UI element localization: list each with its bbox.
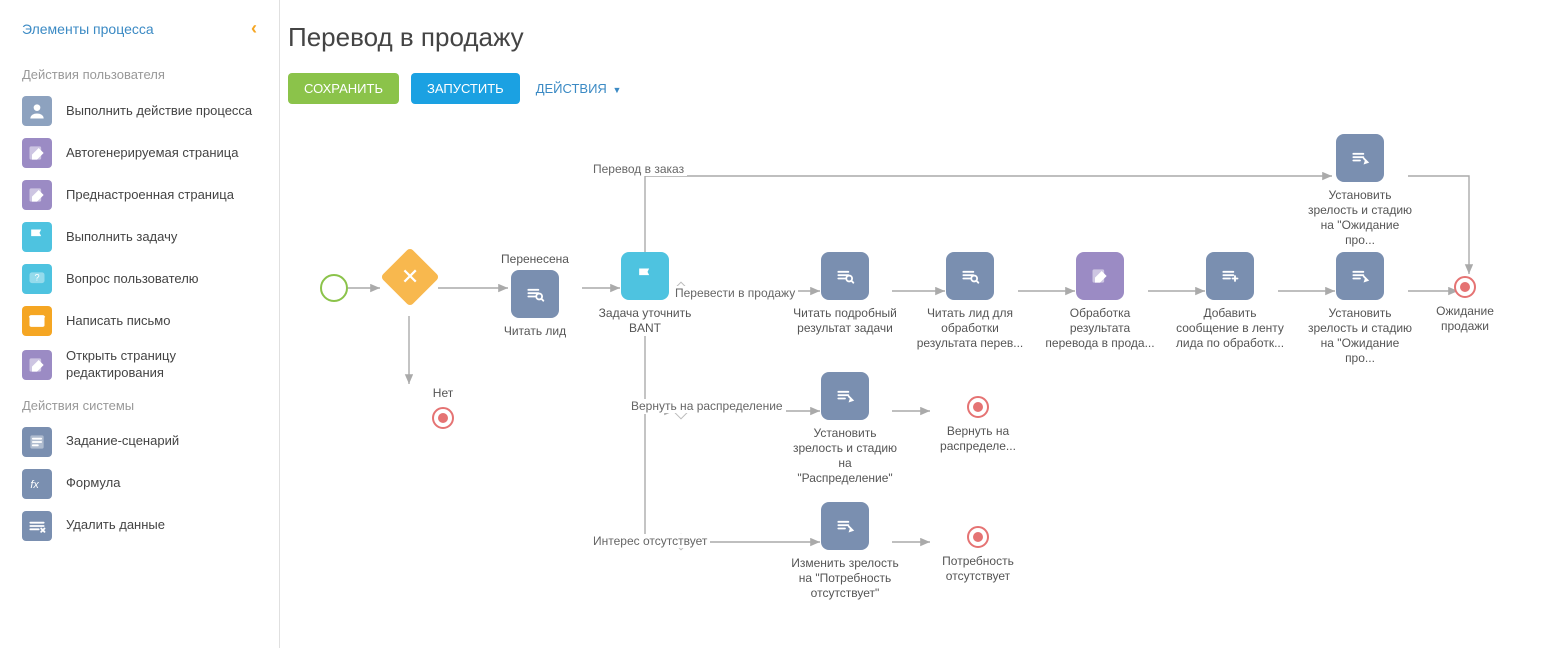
sidebar-item-page-edit[interactable]: Автогенерируемая страница xyxy=(0,132,279,174)
node-label: Задача уточнить BANT xyxy=(590,306,700,336)
start-event-icon xyxy=(320,274,348,302)
sidebar-item-fx[interactable]: fx Формула xyxy=(0,463,279,505)
search-icon xyxy=(511,270,559,318)
sidebar-item-label: Задание-сценарий xyxy=(66,433,179,450)
node-label: Установить зрелость и стадию на "Ожидани… xyxy=(1305,188,1415,248)
sidebar-item-label: Выполнить задачу xyxy=(66,229,177,246)
page-title: Перевод в продажу xyxy=(280,22,1560,73)
flow-node-set_wait2[interactable]: Установить зрелость и стадию на "Ожидани… xyxy=(1305,134,1415,248)
sidebar-item-label: Преднастроенная страница xyxy=(66,187,234,204)
edit-icon xyxy=(1336,134,1384,182)
flow-node-set_wait[interactable]: Установить зрелость и стадию на "Ожидани… xyxy=(1305,252,1415,366)
section-label: Действия пользователя xyxy=(0,57,279,90)
terminate-event-icon xyxy=(967,526,989,548)
caret-down-icon: ▼ xyxy=(612,85,621,95)
flag-icon xyxy=(22,222,52,252)
gateway-icon: ✕ xyxy=(380,247,439,306)
search-icon xyxy=(946,252,994,300)
terminate-event-icon xyxy=(1454,276,1476,298)
sidebar-item-question[interactable]: ? Вопрос пользователю xyxy=(0,258,279,300)
script-icon xyxy=(22,427,52,457)
node-label: Вернуть на распределе... xyxy=(933,424,1023,454)
search-icon xyxy=(821,252,869,300)
sidebar-item-page-edit[interactable]: Открыть страницу редактирования xyxy=(0,342,279,388)
node-label: Установить зрелость и стадию на "Распред… xyxy=(790,426,900,486)
edge-label-to_sale: Перевести в продажу xyxy=(672,286,798,300)
actions-label: ДЕЙСТВИЯ xyxy=(536,81,607,96)
flow-node-process[interactable]: Обработка результата перевода в прода... xyxy=(1045,252,1155,351)
process-canvas[interactable]: ✕ Перенесена Читать лид Задача уточнить BAN… xyxy=(280,104,1560,644)
page-edit-icon xyxy=(22,180,52,210)
flow-node-no_end[interactable]: Нет xyxy=(398,386,488,429)
flow-node-dist_end[interactable]: Вернуть на распределе... xyxy=(933,396,1023,454)
fx-icon: fx xyxy=(22,469,52,499)
user-icon xyxy=(22,96,52,126)
delete-data-icon xyxy=(22,511,52,541)
actions-dropdown[interactable]: ДЕЙСТВИЯ ▼ xyxy=(532,73,626,104)
sidebar-item-label: Выполнить действие процесса xyxy=(66,103,252,120)
node-label: Читать подробный результат задачи xyxy=(790,306,900,336)
node-top-label: Перенесена xyxy=(501,252,569,266)
flow-node-absent_end[interactable]: Потребность отсутствует xyxy=(933,526,1023,584)
node-label: Ожидание продажи xyxy=(1420,304,1510,334)
edge-label-to_order: Перевод в заказ xyxy=(590,162,687,176)
edit-icon xyxy=(1336,252,1384,300)
node-label: Добавить сообщение в ленту лида по обраб… xyxy=(1175,306,1285,351)
svg-text:?: ? xyxy=(34,273,39,283)
edit-icon xyxy=(821,502,869,550)
mail-icon xyxy=(22,306,52,336)
flow-node-set_absent[interactable]: Изменить зрелость на "Потребность отсутс… xyxy=(790,502,900,601)
flow-node-read_lead2[interactable]: Читать лид для обработки результата пере… xyxy=(915,252,1025,351)
sidebar-item-label: Вопрос пользователю xyxy=(66,271,199,288)
save-button[interactable]: СОХРАНИТЬ xyxy=(288,73,399,104)
sidebar-item-mail[interactable]: Написать письмо xyxy=(0,300,279,342)
page-edit-icon xyxy=(1076,252,1124,300)
page-edit-icon xyxy=(22,350,52,380)
sidebar-item-label: Открыть страницу редактирования xyxy=(66,348,257,382)
node-label: Читать лид для обработки результата пере… xyxy=(915,306,1025,351)
edge-label-no_interest: Интерес отсутствует xyxy=(590,534,710,548)
sidebar-title: Элементы процесса xyxy=(22,21,154,37)
flow-node-start[interactable] xyxy=(320,274,348,302)
run-button[interactable]: ЗАПУСТИТЬ xyxy=(411,73,520,104)
node-label: Потребность отсутствует xyxy=(933,554,1023,584)
sidebar-item-label: Автогенерируемая страница xyxy=(66,145,238,162)
flow-node-gateway[interactable]: ✕ xyxy=(380,256,440,298)
sidebar-item-page-edit[interactable]: Преднастроенная страница xyxy=(0,174,279,216)
sidebar-item-user[interactable]: Выполнить действие процесса xyxy=(0,90,279,132)
sidebar-item-label: Написать письмо xyxy=(66,313,170,330)
node-label: Обработка результата перевода в прода... xyxy=(1045,306,1155,351)
sidebar-item-script[interactable]: Задание-сценарий xyxy=(0,421,279,463)
flow-node-add_msg[interactable]: Добавить сообщение в ленту лида по обраб… xyxy=(1175,252,1285,351)
flow-node-set_dist[interactable]: Установить зрелость и стадию на "Распред… xyxy=(790,372,900,486)
node-label: Установить зрелость и стадию на "Ожидани… xyxy=(1305,306,1415,366)
sidebar-item-label: Формула xyxy=(66,475,120,492)
sidebar-item-delete-data[interactable]: Удалить данные xyxy=(0,505,279,547)
terminate-event-icon xyxy=(432,407,454,429)
terminate-event-icon xyxy=(967,396,989,418)
flow-node-wait_end[interactable]: Ожидание продажи xyxy=(1420,276,1510,334)
edit-icon xyxy=(821,372,869,420)
sidebar-item-label: Удалить данные xyxy=(66,517,165,534)
add-icon xyxy=(1206,252,1254,300)
node-label: Нет xyxy=(433,386,453,401)
node-label: Изменить зрелость на "Потребность отсутс… xyxy=(790,556,900,601)
section-label: Действия системы xyxy=(0,388,279,421)
flag-icon xyxy=(621,252,669,300)
collapse-chevron-icon[interactable]: ‹ xyxy=(251,18,257,39)
edge-label-to_dist: Вернуть на распределение xyxy=(628,399,786,413)
node-label: Читать лид xyxy=(504,324,566,339)
sidebar-item-flag[interactable]: Выполнить задачу xyxy=(0,216,279,258)
question-icon: ? xyxy=(22,264,52,294)
flow-node-read_detail[interactable]: Читать подробный результат задачи xyxy=(790,252,900,336)
page-edit-icon xyxy=(22,138,52,168)
main-area: Перевод в продажу СОХРАНИТЬ ЗАПУСТИТЬ ДЕ… xyxy=(280,0,1560,648)
sidebar: Элементы процесса ‹ Действия пользовател… xyxy=(0,0,280,648)
sidebar-header: Элементы процесса ‹ xyxy=(0,18,279,57)
toolbar: СОХРАНИТЬ ЗАПУСТИТЬ ДЕЙСТВИЯ ▼ xyxy=(280,73,1560,104)
flow-node-read_lead[interactable]: Перенесена Читать лид xyxy=(480,252,590,339)
svg-text:fx: fx xyxy=(30,479,39,491)
